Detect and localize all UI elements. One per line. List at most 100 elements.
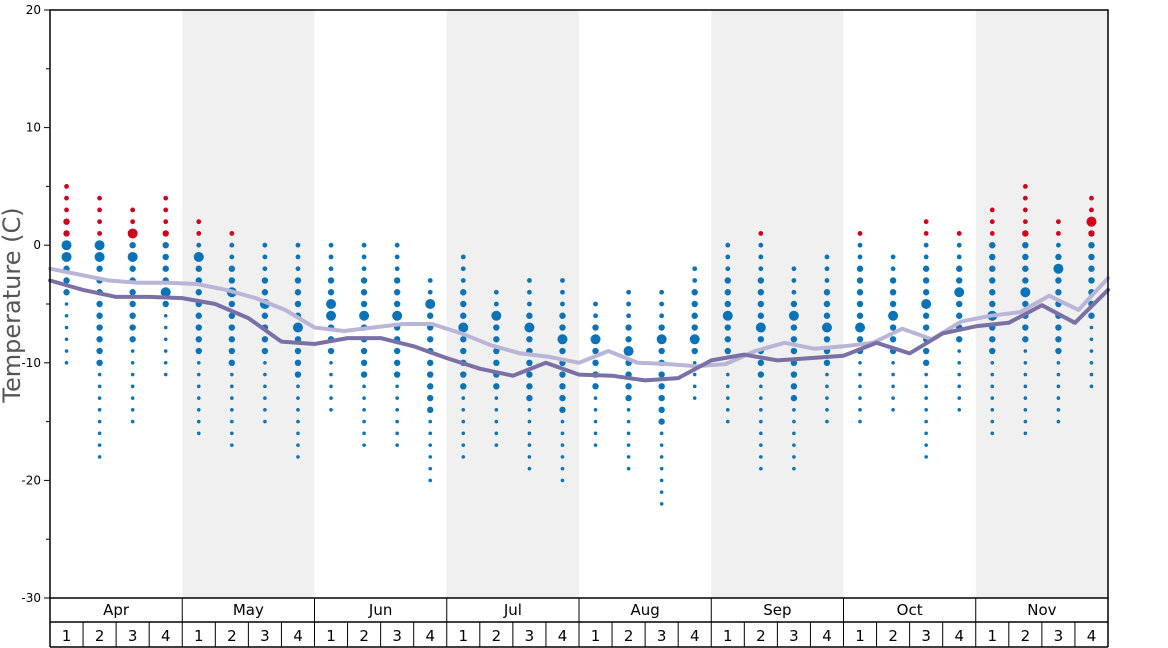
temperature-dot [527,301,532,307]
temperature-dot [64,337,69,342]
temperature-dot [924,443,928,447]
temperature-dot [1055,324,1062,331]
temperature-dot [196,396,201,400]
temperature-dot [296,408,300,412]
temperature-dot [97,231,102,236]
temperature-dot [593,396,598,400]
temperature-dot [493,336,500,343]
temperature-dot [1023,408,1028,412]
temperature-dot [659,502,664,506]
y-axis: 20 10 0 -10 -20 -30 [21,3,1109,605]
y-tick-label: 10 [26,121,41,135]
temperature-dot [924,408,928,412]
temperature-dot [825,419,829,424]
temperature-dot [1022,300,1029,308]
temperature-dot [361,266,367,272]
temperature-dot [163,195,169,201]
temperature-dot [1089,207,1094,213]
temperature-dot [759,466,763,471]
temperature-dot [725,408,730,412]
temperature-dot [593,431,598,436]
temperature-dot [64,313,69,318]
temperature-dot [294,347,302,355]
temperature-dot [791,266,797,272]
temperature-dot [623,346,634,357]
y-tick-label: -10 [21,356,41,370]
temperature-dot [625,394,632,402]
temperature-dot [394,266,400,272]
temperature-dot [97,207,102,213]
temperature-dot [362,396,366,400]
temperature-dot [327,347,335,355]
temperature-dot [458,322,469,333]
temperature-dot [195,347,202,355]
temperature-dot [327,289,335,296]
temperature-dot [856,265,864,272]
temperature-dot [788,310,799,321]
temperature-dot [923,242,929,248]
temperature-dot [1022,230,1029,237]
temperature-dot [428,455,433,459]
temperature-dot [659,431,664,436]
temperature-dot [858,372,862,377]
temperature-dot [230,384,234,389]
temperature-dot [130,361,135,365]
temperature-dot [922,359,930,366]
temperature-dot [956,336,963,343]
temperature-dot [691,324,698,331]
temperature-dot [921,299,932,309]
temperature-dot [461,419,466,424]
temperature-dot [691,347,698,355]
temperature-dot [296,431,300,436]
temperature-dot [924,455,928,459]
temperature-dot [757,371,765,378]
temperature-dot [527,289,532,295]
temperature-dot [559,324,566,331]
temperature-dot [130,372,135,377]
temperature-dot [494,408,499,412]
month-label: Apr [103,601,130,619]
temperature-dot [592,324,599,331]
temperature-dot [261,347,269,355]
temperature-dot [360,277,368,284]
temperature-dot [659,313,665,319]
temperature-dot [262,242,268,248]
y-tick-label: -30 [21,591,41,605]
temperature-dot [428,431,433,436]
temperature-dot [989,336,996,343]
temperature-dot [989,253,996,261]
temperature-dot [96,324,103,331]
temperature-dot [858,361,862,365]
temperature-dot [823,359,831,366]
month-band [711,10,844,598]
temperature-dot [1022,265,1029,272]
temperature-dot [1089,337,1094,342]
temperature-dot [1089,372,1094,377]
temperature-dot [127,228,138,239]
temperature-dot [922,312,930,319]
temperature-dot [493,383,500,390]
temperature-dot [924,396,928,400]
temperature-dot [560,419,565,424]
temperature-dot [294,289,302,296]
temperature-dot [361,242,367,248]
temperature-dot [559,312,566,319]
temperature-dot [460,347,467,355]
temperature-dot [792,408,796,412]
temperature-dot [1023,349,1028,353]
temperature-dot [891,396,895,400]
temperature-dot [491,310,502,321]
temperature-dot [461,431,466,436]
temperature-dot [1023,431,1028,436]
temperature-dot [230,396,234,400]
temperature-dot [956,277,963,284]
temperature-dot [1089,384,1094,389]
temperature-dot [263,396,267,400]
temperature-dot [857,231,863,236]
week-label: 3 [657,627,667,645]
temperature-dot [230,443,234,447]
temperature-dot [559,347,566,355]
temperature-dot [229,254,235,260]
